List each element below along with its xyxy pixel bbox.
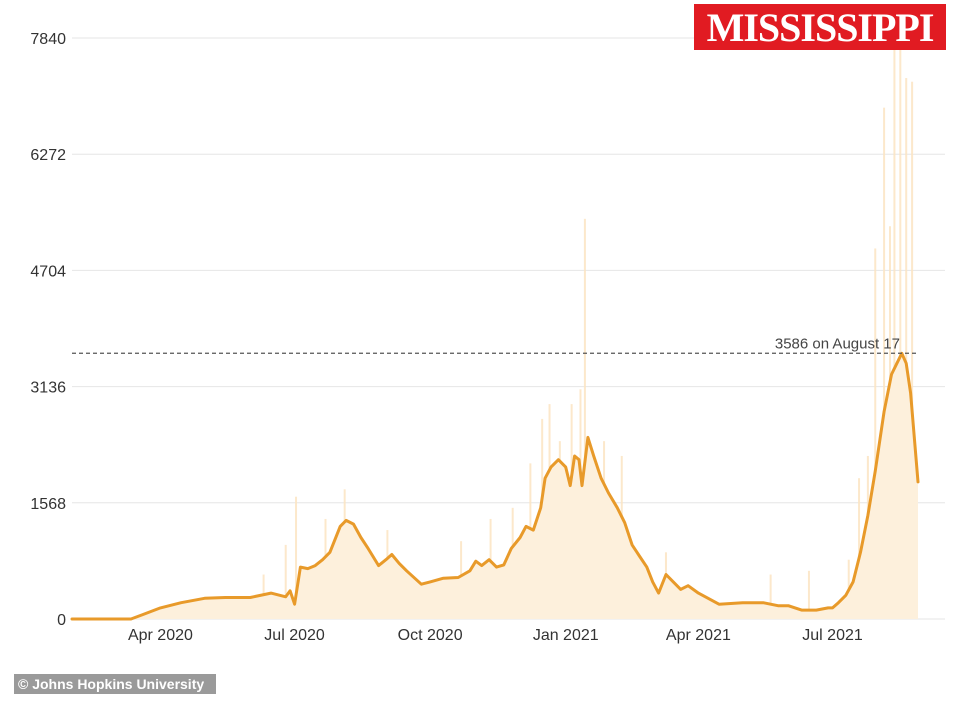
gridlines bbox=[72, 37, 945, 620]
daily-bar bbox=[295, 496, 298, 619]
daily-bar bbox=[769, 574, 772, 619]
x-tick-label: Apr 2020 bbox=[128, 627, 193, 644]
series-line-path bbox=[70, 351, 920, 621]
daily-bar bbox=[905, 78, 908, 619]
daily-bar bbox=[807, 570, 810, 619]
daily-bar bbox=[893, 48, 896, 619]
x-tick-label: Jul 2020 bbox=[264, 627, 325, 644]
x-tick-label: Jul 2021 bbox=[802, 627, 863, 644]
daily-bar bbox=[583, 218, 586, 620]
daily-bar bbox=[899, 38, 902, 619]
y-tick-label: 1568 bbox=[30, 496, 66, 513]
series-line bbox=[70, 351, 920, 621]
y-tick-label: 6272 bbox=[30, 147, 66, 164]
daily-bar bbox=[858, 478, 861, 619]
annotation: 3586 on August 17 bbox=[72, 335, 918, 354]
x-tick-label: Jan 2021 bbox=[533, 627, 599, 644]
mississippi-logo: MISSISSIPPI bbox=[694, 4, 946, 50]
series-area bbox=[72, 353, 918, 619]
x-axis-ticks: Apr 2020 Jul 2020 Oct 2020 Jan 2021 Apr 2021… bbox=[128, 627, 863, 644]
daily-bar bbox=[911, 81, 914, 620]
y-tick-label: 7840 bbox=[30, 31, 66, 48]
daily-bar bbox=[883, 107, 886, 620]
area-fill bbox=[72, 353, 918, 619]
daily-bar bbox=[284, 544, 287, 619]
y-tick-label: 0 bbox=[57, 612, 66, 629]
y-tick-label: 4704 bbox=[30, 263, 66, 280]
x-tick-label: Apr 2021 bbox=[666, 627, 731, 644]
annotation-label: 3586 on August 17 bbox=[775, 335, 900, 352]
x-tick-label: Oct 2020 bbox=[398, 627, 463, 644]
source-credit: © Johns Hopkins University bbox=[14, 674, 217, 694]
daily-bar bbox=[874, 248, 877, 619]
y-tick-label: 3136 bbox=[30, 380, 66, 397]
y-axis-ticks: 0 1568 3136 4704 6272 7840 bbox=[30, 31, 66, 629]
